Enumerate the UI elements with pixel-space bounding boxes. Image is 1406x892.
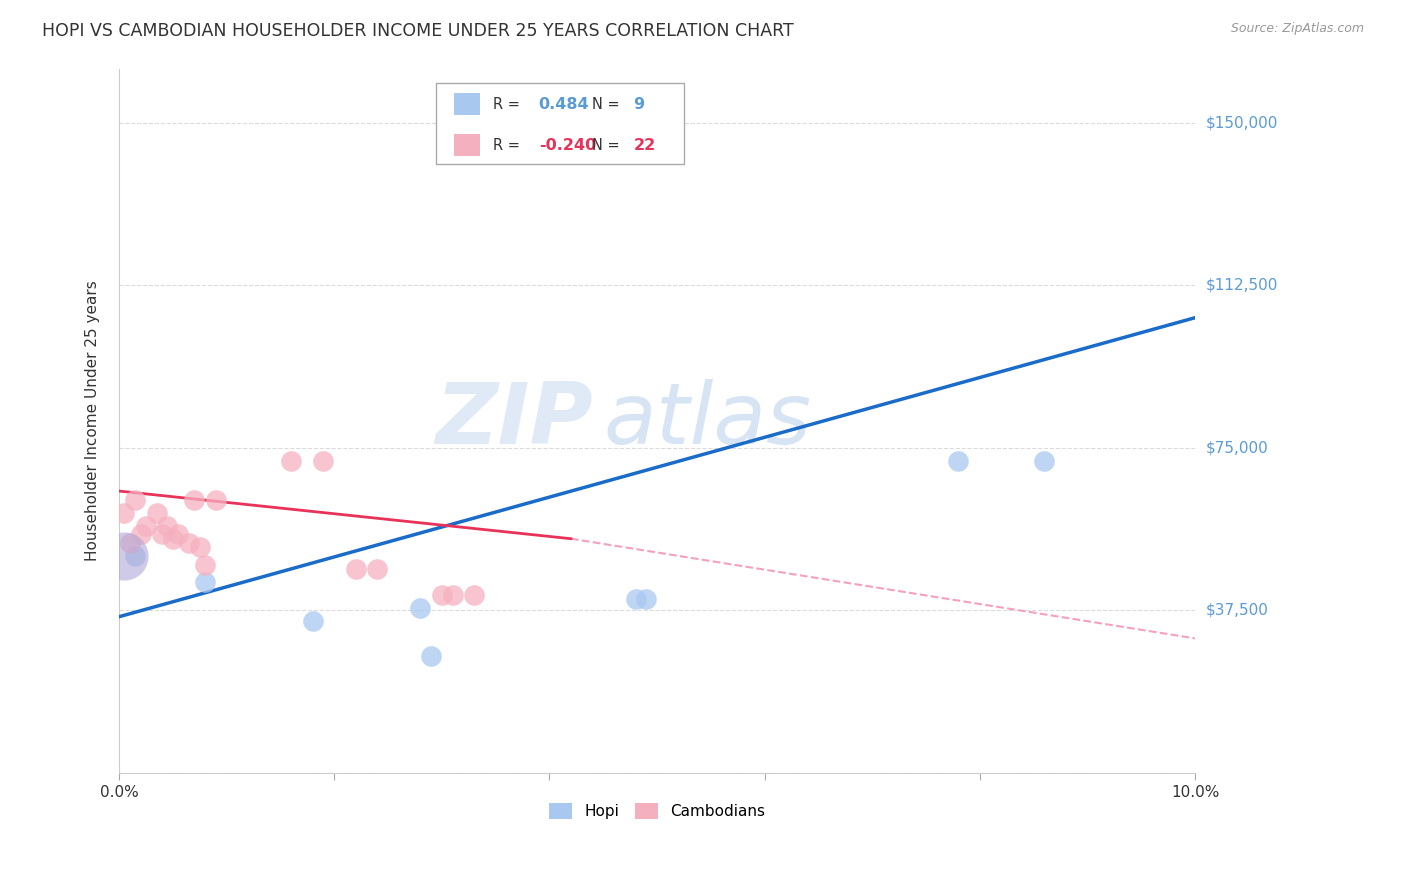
Point	[129, 527, 152, 541]
FancyBboxPatch shape	[454, 94, 479, 115]
Text: ZIP: ZIP	[434, 379, 592, 462]
FancyBboxPatch shape	[436, 83, 683, 163]
Point	[441, 588, 464, 602]
Point	[636, 592, 658, 607]
Point	[194, 575, 217, 590]
Point	[145, 506, 167, 520]
Point	[124, 492, 146, 507]
Point	[205, 492, 228, 507]
Point	[280, 453, 302, 467]
Point	[366, 562, 388, 576]
Point	[112, 549, 135, 563]
Point	[1033, 453, 1056, 467]
Point	[135, 518, 157, 533]
Point	[312, 453, 335, 467]
Text: $75,000: $75,000	[1206, 441, 1268, 455]
Point	[301, 614, 323, 628]
Point	[344, 562, 367, 576]
Point	[624, 592, 647, 607]
Text: atlas: atlas	[603, 379, 811, 462]
Text: HOPI VS CAMBODIAN HOUSEHOLDER INCOME UNDER 25 YEARS CORRELATION CHART: HOPI VS CAMBODIAN HOUSEHOLDER INCOME UND…	[42, 22, 794, 40]
FancyBboxPatch shape	[454, 135, 479, 156]
Text: $150,000: $150,000	[1206, 115, 1278, 130]
Text: -0.240: -0.240	[538, 137, 596, 153]
Text: $112,500: $112,500	[1206, 277, 1278, 293]
Point	[112, 506, 135, 520]
Point	[463, 588, 485, 602]
Point	[118, 536, 141, 550]
Point	[183, 492, 205, 507]
Text: R =: R =	[494, 97, 520, 112]
Point	[124, 549, 146, 563]
Point	[430, 588, 453, 602]
Point	[167, 527, 190, 541]
Point	[948, 453, 970, 467]
Text: 22: 22	[633, 137, 655, 153]
Point	[194, 558, 217, 572]
Legend: Hopi, Cambodians: Hopi, Cambodians	[543, 797, 770, 825]
Text: N =: N =	[592, 97, 620, 112]
Y-axis label: Householder Income Under 25 years: Householder Income Under 25 years	[86, 280, 100, 561]
Text: R =: R =	[494, 137, 520, 153]
Point	[150, 527, 173, 541]
Text: 9: 9	[633, 97, 644, 112]
Text: Source: ZipAtlas.com: Source: ZipAtlas.com	[1230, 22, 1364, 36]
Point	[156, 518, 179, 533]
Text: N =: N =	[592, 137, 620, 153]
Point	[188, 541, 211, 555]
Point	[162, 532, 184, 546]
Text: $37,500: $37,500	[1206, 603, 1270, 618]
Point	[177, 536, 200, 550]
Point	[409, 601, 432, 615]
Point	[420, 648, 443, 663]
Text: 0.484: 0.484	[538, 97, 589, 112]
